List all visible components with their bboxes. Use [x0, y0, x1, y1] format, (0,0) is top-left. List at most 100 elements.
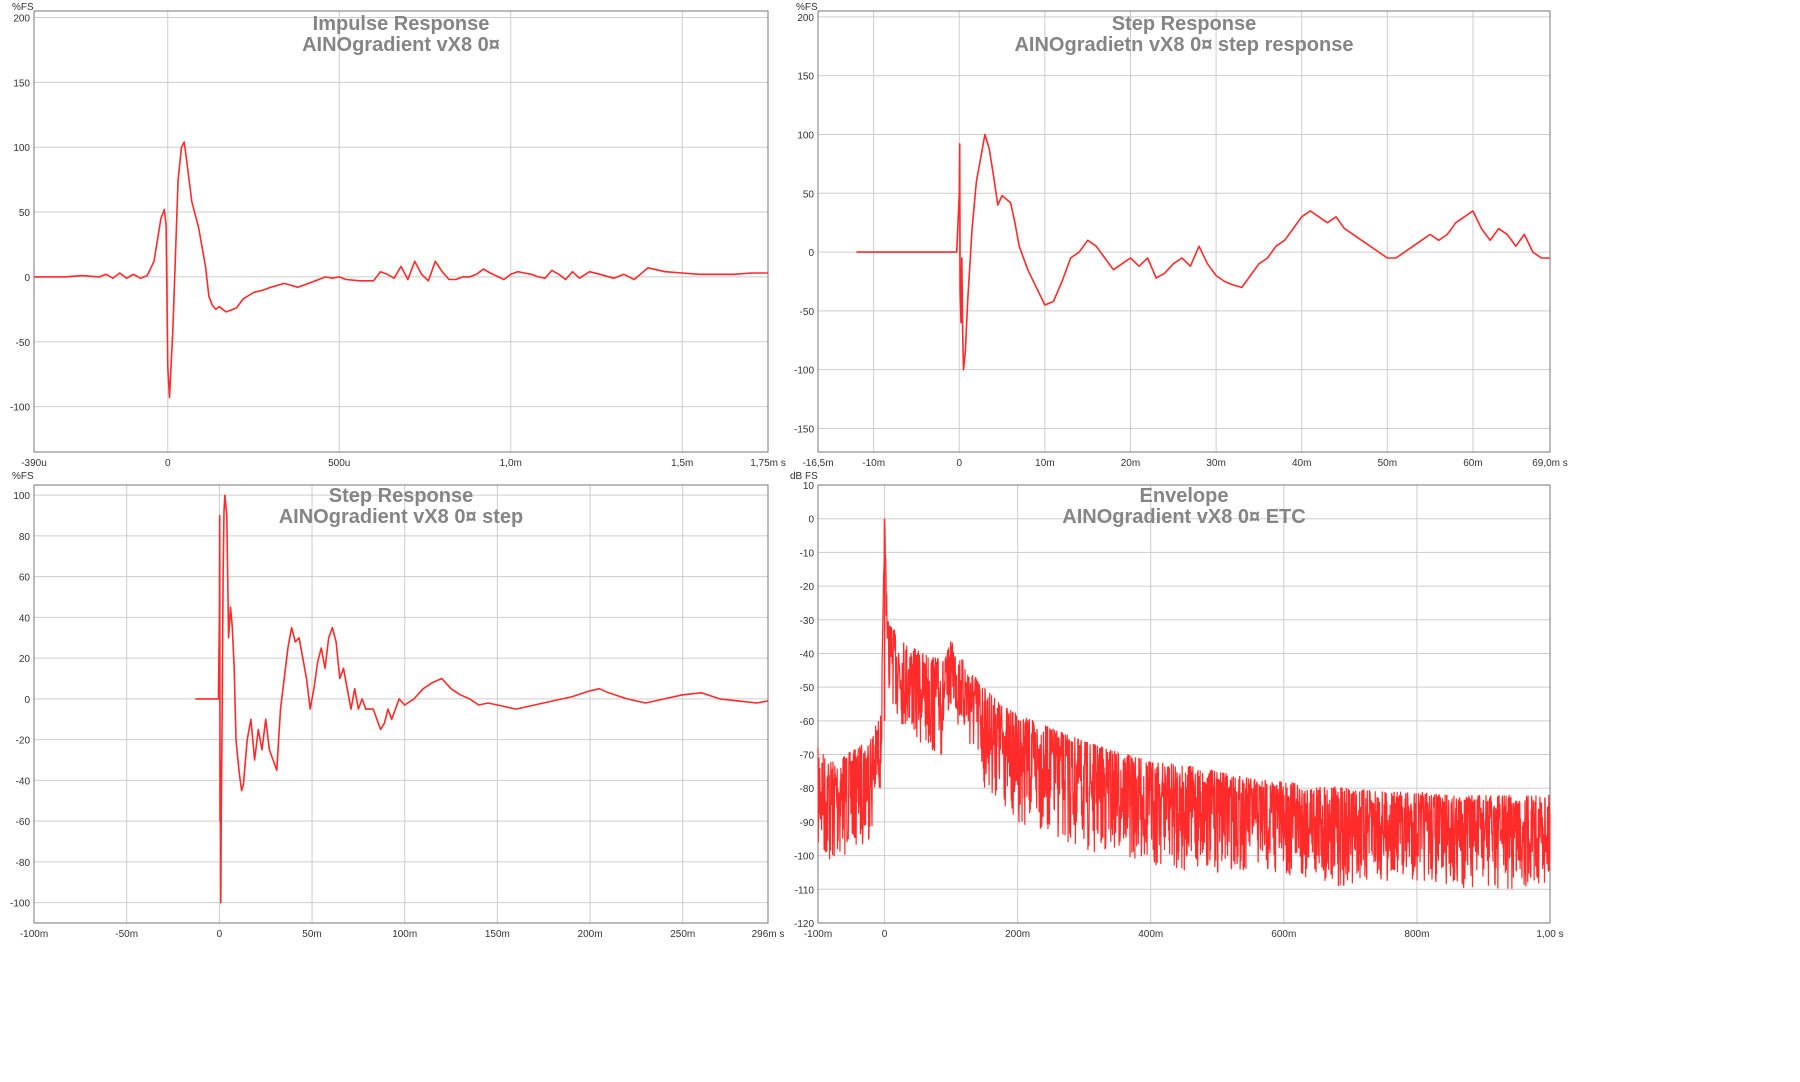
y-tick-label: -40	[16, 776, 31, 787]
x-tick-label: 400m	[1138, 929, 1163, 940]
y-tick-label: -120	[794, 919, 814, 930]
y-tick-label: -80	[800, 784, 815, 795]
y-tick-label: 60	[19, 573, 31, 584]
y-tick-label: -20	[16, 736, 31, 747]
y-tick-label: 0	[808, 248, 814, 259]
y-tick-label: -100	[10, 899, 30, 910]
y-tick-label: -100	[10, 403, 30, 414]
y-tick-label: -10	[800, 548, 815, 559]
step-response-short-chart: -16,5m -10m 0 10m 20m 30m 40m 50m 60m 69,0m s 200 1…	[794, 10, 1568, 469]
y-tick-label: 0	[24, 273, 30, 284]
y-tick-label: 80	[19, 532, 31, 543]
x-tick-label: 0	[217, 929, 223, 940]
impulse-response-panel: -390u 0 500u 1,0m 1,5m 1,75m s 200 150 100 50 0 -50…	[0, 0, 790, 478]
y-tick-label: -40	[800, 649, 815, 660]
envelope-subtitle: AINOgradient vX8 0¤ ETC	[1062, 506, 1306, 528]
x-tick-label: 69,0m s	[1532, 458, 1568, 469]
y-tick-label: 200	[13, 13, 30, 24]
x-tick-label: -16,5m	[802, 458, 833, 469]
x-tick-label: 20m	[1121, 458, 1140, 469]
x-tick-label: 0	[165, 458, 171, 469]
step-short-title: Step Response	[1111, 13, 1257, 35]
impulse-y-unit: %FS	[12, 2, 34, 13]
impulse-response-chart: -390u 0 500u 1,0m 1,5m 1,75m s 200 150 100 50 0 -50…	[10, 10, 786, 469]
x-tick-label: 50m	[1378, 458, 1397, 469]
envelope-title: Envelope	[1139, 485, 1229, 507]
y-tick-label: 100	[797, 130, 814, 141]
y-tick-label: 0	[808, 515, 814, 526]
x-tick-label: 60m	[1463, 458, 1482, 469]
y-tick-label: -150	[794, 424, 814, 435]
x-tick-label: 150m	[485, 929, 510, 940]
x-tick-label: 1,5m	[671, 458, 693, 469]
y-tick-label: -60	[800, 717, 815, 728]
step-response-long-panel: -100m -50m 0 50m 100m 150m 200m 250m 296m s 100 80…	[0, 0, 790, 1082]
series-line	[195, 494, 769, 904]
x-tick-label: 600m	[1271, 929, 1296, 940]
x-tick-label: 200m	[1005, 929, 1030, 940]
x-tick-label: -100m	[804, 929, 832, 940]
x-tick-label: 500u	[328, 458, 350, 469]
y-tick-label: -80	[16, 858, 31, 869]
x-tick-label: 100m	[392, 929, 417, 940]
y-tick-label: -50	[800, 683, 815, 694]
y-tick-label: 40	[19, 613, 31, 624]
y-tick-label: 10	[803, 481, 815, 492]
plot-frame	[817, 484, 1551, 924]
x-tick-label: 30m	[1206, 458, 1225, 469]
plot-area	[34, 11, 768, 452]
step-response-short-panel: -16,5m -10m 0 10m 20m 30m 40m 50m 60m 69,0m s 200 1…	[0, 0, 1800, 478]
series-line	[856, 133, 1550, 371]
y-tick-label: -70	[800, 751, 815, 762]
series-line	[34, 141, 768, 399]
y-tick-label: 200	[797, 13, 814, 24]
envelope-trace	[817, 523, 1551, 889]
y-tick-label: -100	[794, 366, 814, 377]
impulse-title: Impulse Response	[312, 13, 490, 35]
x-tick-label: 0	[882, 929, 888, 940]
step-short-y-unit: %FS	[796, 2, 818, 13]
x-tick-label: 1,75m s	[750, 458, 786, 469]
step-long-subtitle: AINOgradient vX8 0¤ step	[278, 506, 524, 528]
y-tick-label: 100	[13, 143, 30, 154]
y-tick-label: 150	[797, 72, 814, 83]
x-tick-label: 40m	[1292, 458, 1311, 469]
y-tick-label: 0	[24, 695, 30, 706]
y-tick-label: 100	[13, 491, 30, 502]
plot-frame	[33, 484, 769, 924]
plot-frame	[33, 10, 769, 453]
x-tick-label: 296m s	[752, 929, 785, 940]
y-tick-label: 50	[19, 208, 31, 219]
y-tick-label: -60	[16, 817, 31, 828]
plot-frame	[817, 10, 1551, 453]
plot-area	[818, 11, 1550, 452]
step-long-title: Step Response	[328, 485, 474, 507]
x-tick-label: -10m	[862, 458, 885, 469]
y-tick-label: 50	[803, 189, 815, 200]
y-tick-label: 20	[19, 654, 31, 665]
y-tick-label: -50	[16, 338, 31, 349]
step-short-subtitle: AINOgradietn vX8 0¤ step response	[1014, 34, 1354, 56]
y-tick-label: -20	[800, 582, 815, 593]
y-tick-label: 150	[13, 78, 30, 89]
x-tick-label: 1,00 s	[1536, 929, 1563, 940]
y-tick-label: -90	[800, 818, 815, 829]
x-tick-label: 250m	[670, 929, 695, 940]
plot-area	[34, 485, 768, 923]
x-tick-label: 800m	[1404, 929, 1429, 940]
x-tick-label: 200m	[578, 929, 603, 940]
x-tick-label: 10m	[1035, 458, 1054, 469]
envelope-y-unit: dB FS	[790, 471, 818, 482]
y-tick-label: -100	[794, 852, 814, 863]
x-tick-label: 0	[956, 458, 962, 469]
y-tick-label: -50	[800, 307, 815, 318]
impulse-subtitle: AINOgradient vX8 0¤	[302, 34, 500, 56]
y-tick-label: -110	[795, 885, 815, 896]
step-long-y-unit: %FS	[12, 471, 34, 482]
x-tick-label: -100m	[20, 929, 48, 940]
x-tick-label: 50m	[302, 929, 321, 940]
x-tick-label: -390u	[21, 458, 47, 469]
x-tick-label: 1,0m	[500, 458, 522, 469]
